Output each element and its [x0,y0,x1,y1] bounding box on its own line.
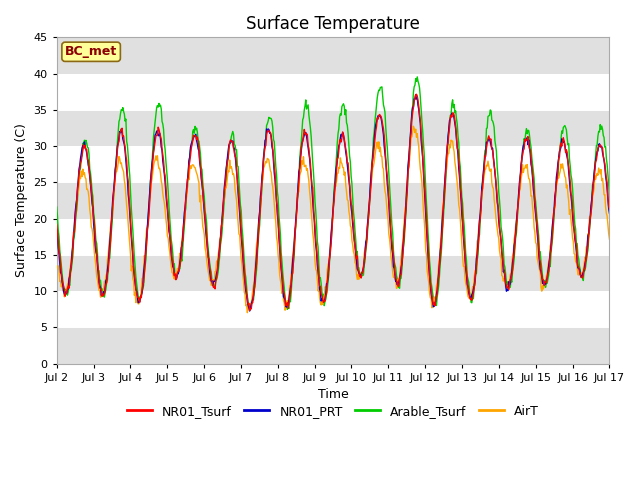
Bar [57,110,609,146]
Text: BC_met: BC_met [65,45,117,58]
Title: Surface Temperature: Surface Temperature [246,15,420,33]
Bar [57,182,609,219]
Bar [57,37,609,73]
Y-axis label: Surface Temperature (C): Surface Temperature (C) [15,123,28,277]
X-axis label: Time: Time [317,388,348,401]
Bar [57,327,609,364]
Bar [57,255,609,291]
Legend: NR01_Tsurf, NR01_PRT, Arable_Tsurf, AirT: NR01_Tsurf, NR01_PRT, Arable_Tsurf, AirT [122,400,544,423]
